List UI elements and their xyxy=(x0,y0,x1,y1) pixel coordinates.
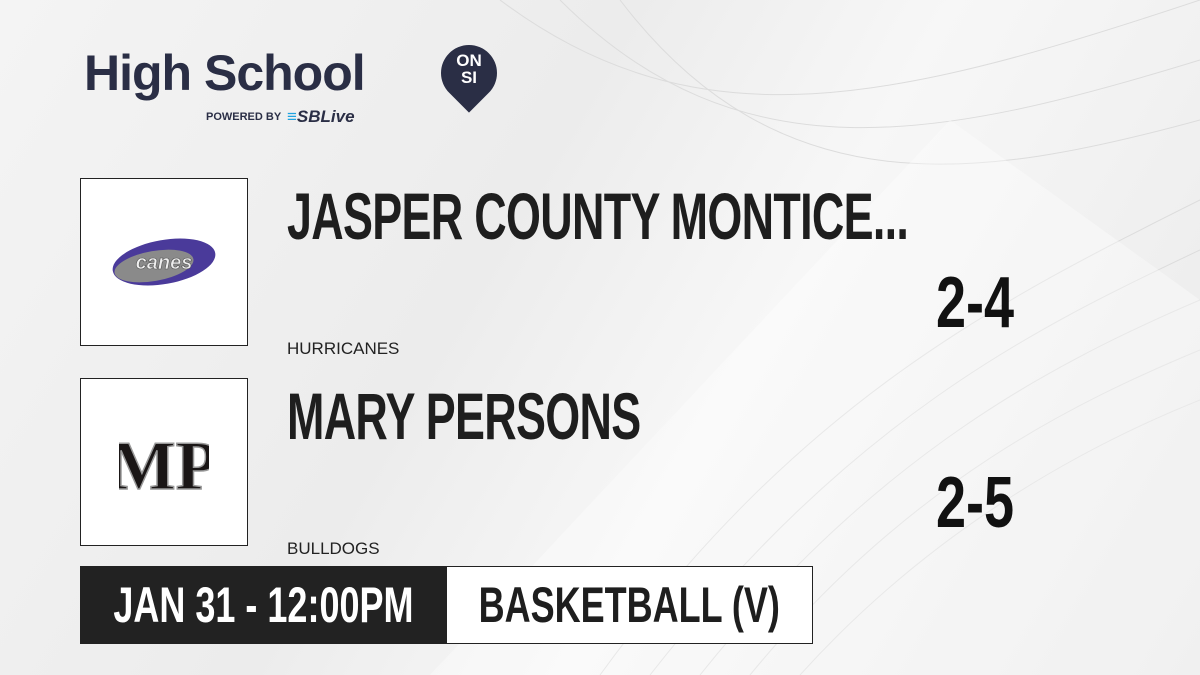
team-logo-away: MP xyxy=(80,378,248,546)
powered-by-label: POWERED BY xyxy=(206,111,282,123)
brand-badge: ON SI xyxy=(456,51,482,87)
team-logo-home: canes xyxy=(80,178,248,346)
brand-title: High School xyxy=(84,45,366,101)
game-sport: BASKETBALL (V) xyxy=(446,566,813,644)
away-team-name: MARY PERSONS xyxy=(287,379,641,453)
home-team-mascot: HURRICANES xyxy=(287,339,400,358)
game-datetime: JAN 31 - 12:00PM xyxy=(80,566,446,644)
home-team-name: JASPER COUNTY MONTICE... xyxy=(287,179,909,253)
svg-text:MP: MP xyxy=(119,428,209,505)
svg-text:canes: canes xyxy=(136,252,193,274)
mp-logo-icon: MP xyxy=(119,427,209,506)
canes-logo-icon: canes xyxy=(112,238,216,286)
home-team-record: 2-4 xyxy=(935,263,1014,343)
partner-logo: ≡SBLive xyxy=(287,107,355,126)
away-team-record: 2-5 xyxy=(935,463,1014,543)
away-team-mascot: BULLDOGS xyxy=(287,539,380,558)
